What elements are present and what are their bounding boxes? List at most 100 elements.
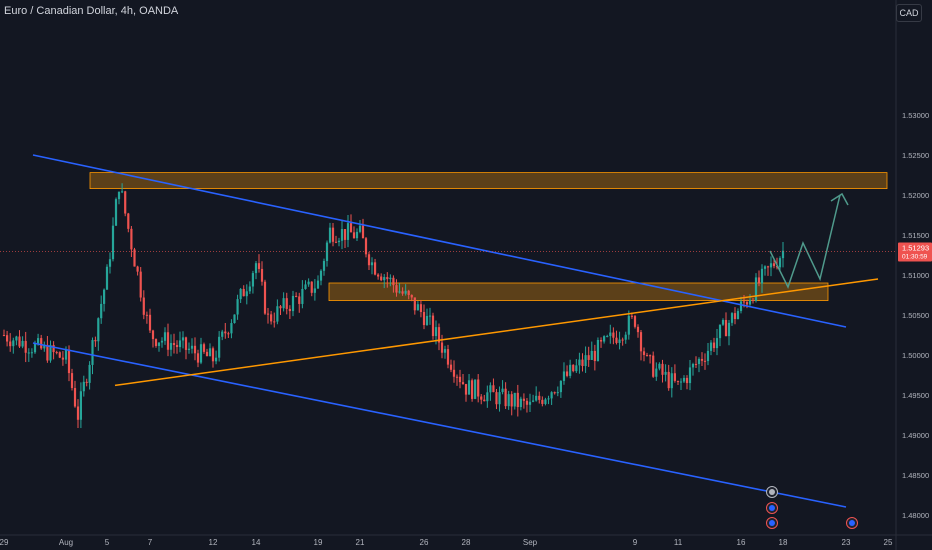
candle-body <box>337 240 341 243</box>
rising-trendline[interactable] <box>114 278 879 387</box>
candle-body <box>49 345 52 361</box>
candle-body <box>584 355 587 367</box>
candle-body <box>618 339 621 343</box>
price-tick-label: 1.50500 <box>902 311 929 320</box>
candle-body <box>724 319 728 337</box>
candle-body <box>697 358 701 365</box>
channel-lower-line[interactable] <box>32 342 847 508</box>
price-tick-label: 1.50000 <box>902 351 929 360</box>
candle-body <box>745 302 749 305</box>
candle-body <box>6 335 9 342</box>
candle-body <box>547 398 550 400</box>
candle-body <box>9 341 12 347</box>
candle-body <box>27 352 30 354</box>
candle-body <box>349 223 353 233</box>
candle-body <box>413 297 416 311</box>
candle-body <box>483 399 486 402</box>
time-tick-label: 23 <box>842 538 851 547</box>
candle-body <box>760 268 764 284</box>
candle-body <box>766 266 770 268</box>
candle-body <box>498 392 501 405</box>
candle-body <box>157 342 161 346</box>
candle-body <box>276 306 279 322</box>
candle-body <box>569 364 572 376</box>
projection-arrowhead <box>830 192 849 206</box>
candle-body <box>361 225 365 239</box>
candle-body <box>718 324 722 339</box>
candle-body <box>649 355 652 357</box>
candle-body <box>377 274 380 277</box>
candle-body <box>501 388 504 393</box>
candle-body <box>193 345 197 354</box>
projection-path[interactable] <box>769 194 841 289</box>
candle-body <box>736 311 740 319</box>
candle-body <box>67 349 71 374</box>
candle-body <box>322 260 326 271</box>
candle-body <box>12 340 15 347</box>
candle-body <box>313 288 316 293</box>
candle-body <box>437 327 441 343</box>
channel-upper-line[interactable] <box>32 154 847 328</box>
price-tick-label: 1.51000 <box>902 271 929 280</box>
candle-body <box>73 388 77 407</box>
candle-body <box>467 380 471 395</box>
candle-body <box>565 371 569 376</box>
candle-body <box>550 392 553 399</box>
candle-body <box>742 301 746 303</box>
candle-body <box>458 376 462 383</box>
event-marker-dot-icon <box>769 505 775 511</box>
candle-body <box>64 349 68 360</box>
price-tick-label: 1.51500 <box>902 231 929 240</box>
candle-body <box>389 277 392 280</box>
supply-zone[interactable] <box>89 172 888 190</box>
time-axis[interactable]: 29 Aug 5 7 12 14 19 21 26 28 Sep 9 11 16 18 23 25 <box>0 534 932 547</box>
price-tick-label: 1.48500 <box>902 471 929 480</box>
candle-body <box>480 396 483 400</box>
price-tag[interactable] <box>898 242 932 262</box>
demand-zone[interactable] <box>328 282 829 302</box>
time-tick-label: Sep <box>523 538 538 547</box>
candle-body <box>298 296 301 304</box>
candle-body <box>769 263 773 268</box>
candle-body <box>270 314 273 322</box>
candle-body <box>504 388 507 407</box>
candle-body <box>748 300 752 305</box>
candle-body <box>664 371 667 375</box>
candle-body <box>694 363 698 365</box>
price-axis[interactable]: 1.53000 1.52500 1.52000 1.51500 1.51000 1.505… <box>895 0 932 550</box>
candle-body <box>273 321 276 323</box>
candle-body <box>562 371 566 381</box>
event-marker-dot-icon <box>769 520 775 526</box>
candle-body <box>474 379 477 399</box>
candle-body <box>352 232 356 239</box>
candle-body <box>130 228 133 250</box>
candle-body <box>251 273 255 287</box>
candle-body <box>522 398 526 401</box>
candle-body <box>124 191 127 214</box>
candle-body <box>214 357 218 362</box>
candle-body <box>105 266 109 290</box>
candle-body <box>443 349 447 353</box>
candle-body <box>658 363 661 369</box>
candle-body <box>230 323 233 334</box>
candle-body <box>709 342 713 351</box>
candle-body <box>18 336 21 347</box>
candle-body <box>730 313 734 323</box>
candle-body <box>236 299 239 315</box>
candle-body <box>40 338 43 349</box>
candle-body <box>172 343 176 346</box>
candle-body <box>260 268 264 282</box>
price-tick-label: 1.52500 <box>902 151 929 160</box>
candle-body <box>492 385 495 393</box>
candle-body <box>395 285 398 293</box>
candle-body <box>587 355 590 360</box>
candle-body <box>46 344 49 361</box>
candle-body <box>464 384 468 395</box>
price-tick-label: 1.49500 <box>902 391 929 400</box>
currency-button[interactable]: CAD <box>896 4 922 22</box>
event-marker-dot-icon <box>849 520 855 526</box>
candle-body <box>392 277 395 286</box>
candle-body <box>139 271 142 298</box>
